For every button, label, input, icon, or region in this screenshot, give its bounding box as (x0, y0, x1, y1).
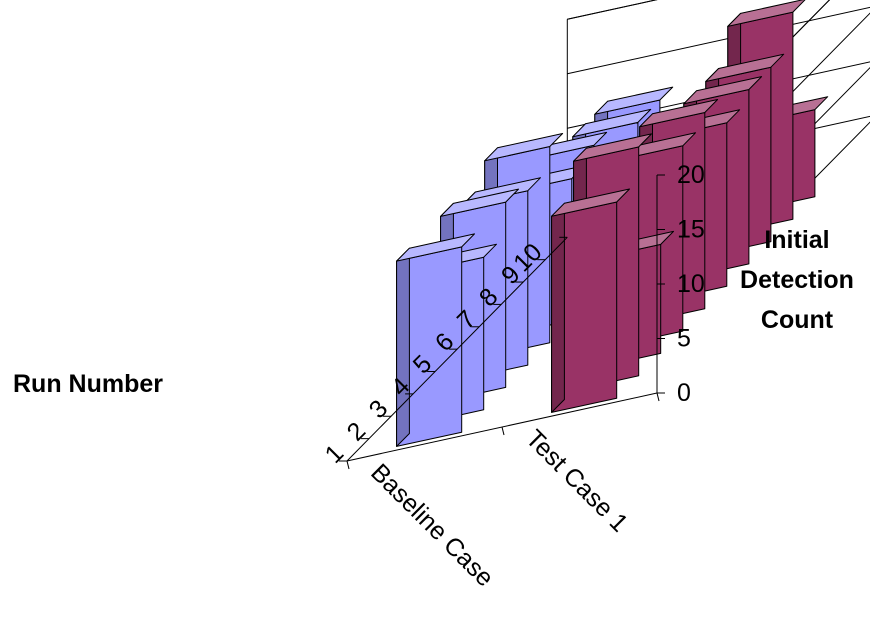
bar-top-face (572, 108, 652, 138)
value-tick-label: 0 (677, 379, 691, 407)
bar-top-face (396, 233, 475, 262)
bar-test-case-1-run-1 (551, 188, 630, 413)
bar-top-face (639, 99, 719, 128)
z-axis-title-line-1: Initial (764, 226, 829, 254)
value-tick-label: 15 (677, 216, 705, 244)
bar-top-face (440, 188, 519, 217)
z-axis-title-line-2: Detection (740, 266, 854, 294)
bar-side-face (551, 202, 565, 413)
value-tick-label: 10 (677, 270, 705, 298)
series-axis-tick (501, 426, 505, 436)
bar-top-face (705, 53, 785, 82)
bar-top-face (484, 133, 564, 162)
bar-top-face (727, 0, 806, 27)
bar-top-face (594, 86, 674, 115)
bar-top-face (683, 76, 763, 105)
bar-baseline-run-1 (396, 233, 475, 447)
series-axis-tick (346, 460, 350, 470)
x-axis-title: Run Number (13, 370, 163, 398)
value-tick-label: 5 (677, 325, 691, 353)
bar-top-face (573, 133, 652, 162)
series-category-label: Test Case 1 (520, 424, 633, 537)
z-axis-title-line-3: Count (761, 306, 834, 334)
series-category-label: Baseline Case (365, 458, 499, 592)
bar-side-face (396, 247, 410, 447)
run-tick-label: 1 (320, 439, 350, 469)
axes (339, 174, 665, 470)
value-tick-label: 20 (677, 161, 705, 189)
series-axis-tick (656, 392, 660, 402)
bars (396, 0, 829, 447)
bar-top-face (551, 188, 630, 217)
